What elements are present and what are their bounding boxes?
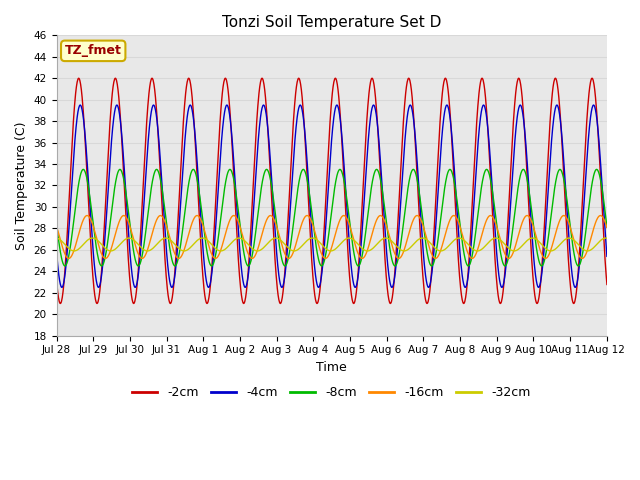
Y-axis label: Soil Temperature (C): Soil Temperature (C) <box>15 121 28 250</box>
Title: Tonzi Soil Temperature Set D: Tonzi Soil Temperature Set D <box>222 15 441 30</box>
Line: -4cm: -4cm <box>56 105 625 288</box>
-4cm <box>58 285 66 290</box>
-16cm <box>621 245 628 251</box>
-4cm <box>76 102 84 108</box>
-16cm <box>65 255 72 261</box>
-16cm <box>119 213 127 218</box>
-16cm <box>65 255 72 261</box>
-16cm <box>408 220 416 226</box>
Line: -2cm: -2cm <box>56 78 625 303</box>
-32cm <box>52 235 60 241</box>
-32cm <box>621 248 628 254</box>
-2cm <box>65 203 72 208</box>
-32cm <box>65 245 72 251</box>
Line: -16cm: -16cm <box>56 216 625 258</box>
-16cm <box>83 213 91 218</box>
-8cm <box>621 208 628 214</box>
-2cm <box>408 95 416 100</box>
-16cm <box>385 230 392 236</box>
-2cm <box>316 286 324 291</box>
-2cm <box>56 300 64 306</box>
-8cm <box>562 188 570 194</box>
-8cm <box>61 263 68 269</box>
-32cm <box>119 239 127 244</box>
-8cm <box>79 167 87 172</box>
Line: -32cm: -32cm <box>56 238 625 251</box>
-8cm <box>316 262 324 267</box>
-4cm <box>621 138 628 144</box>
X-axis label: Time: Time <box>316 361 347 374</box>
-32cm <box>562 236 570 242</box>
-4cm <box>316 281 324 287</box>
Text: TZ_fmet: TZ_fmet <box>65 44 122 57</box>
-2cm <box>119 159 127 165</box>
-16cm <box>316 247 324 253</box>
-4cm <box>385 269 392 275</box>
-32cm <box>88 235 96 241</box>
-16cm <box>52 223 60 229</box>
-8cm <box>65 253 72 259</box>
-8cm <box>385 236 392 242</box>
-2cm <box>385 295 392 300</box>
Line: -8cm: -8cm <box>56 169 625 266</box>
-4cm <box>408 107 416 113</box>
-2cm <box>621 98 628 104</box>
-4cm <box>562 187 570 193</box>
-32cm <box>70 248 78 254</box>
-4cm <box>65 228 72 234</box>
-32cm <box>316 240 324 246</box>
-2cm <box>52 277 60 283</box>
-2cm <box>75 75 83 81</box>
-32cm <box>408 243 416 249</box>
-4cm <box>119 148 127 154</box>
-16cm <box>562 214 570 219</box>
-8cm <box>408 168 416 173</box>
-8cm <box>119 173 127 179</box>
-32cm <box>385 236 392 241</box>
-2cm <box>562 210 570 216</box>
-8cm <box>52 221 60 227</box>
Legend: -2cm, -4cm, -8cm, -16cm, -32cm: -2cm, -4cm, -8cm, -16cm, -32cm <box>127 382 536 405</box>
-4cm <box>52 249 60 254</box>
